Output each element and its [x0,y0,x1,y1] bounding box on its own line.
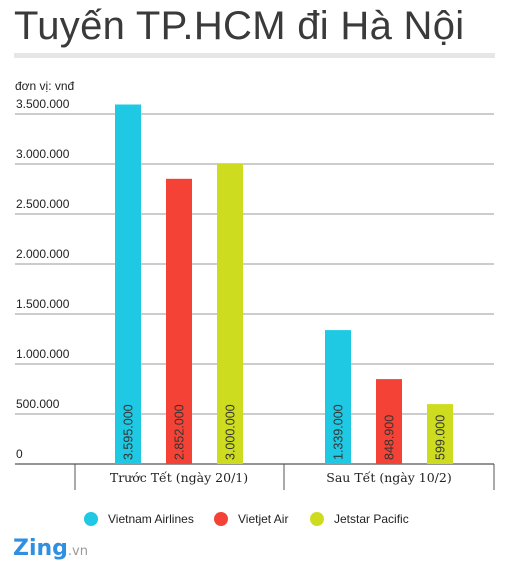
data-label: 2.852.000 [173,404,187,460]
y-tick-label: 2.500.000 [16,197,70,211]
y-tick-label: 3.500.000 [16,97,70,111]
bar [166,178,192,465]
y-tick-label: 0 [16,447,23,461]
legend-label: Vietnam Airlines [108,512,194,526]
y-tick-label: 1.500.000 [16,297,70,311]
unit-label: đơn vị: vnđ [15,79,75,93]
legend-item: Jetstar Pacific [310,512,409,526]
bar [427,404,453,464]
chart-legend: Vietnam Airlines Vietjet Air Jetstar Pacif… [0,512,514,536]
legend-swatch [310,512,324,526]
legend-label: Vietjet Air [238,512,289,526]
y-tick-label: 2.000.000 [16,247,70,261]
legend-item: Vietnam Airlines [84,512,194,526]
y-tick-label: 1.000.000 [16,347,70,361]
y-tick-label: 500.000 [16,397,60,411]
data-label: 599.000 [434,415,448,460]
data-label: 3.595.000 [122,404,136,460]
bar [376,379,402,464]
data-label: 848.900 [383,415,397,460]
bar [325,330,351,464]
bar [217,164,243,464]
logo-suffix: .vn [67,544,88,559]
bar [115,104,141,464]
chart-title: Tuyến TP.HCM đi Hà Nội [14,4,465,48]
data-label: 3.000.000 [224,404,238,460]
logo-text: Zing [13,536,68,561]
y-tick-label: 3.000.000 [16,147,70,161]
x-tick-label: Trước Tết (ngày 20/1) [110,470,248,485]
legend-label: Jetstar Pacific [334,512,409,526]
zing-logo: Zing.vn [13,536,88,561]
title-underline [14,53,495,58]
legend-swatch [84,512,98,526]
data-label: 1.339.000 [332,404,346,460]
x-tick-label: Sau Tết (ngày 10/2) [326,470,451,485]
legend-item: Vietjet Air [214,512,288,526]
legend-swatch [214,512,228,526]
bar-chart: 0 500.000 1.000.000 1.500.000 2.000.000 2.500… [15,97,495,490]
